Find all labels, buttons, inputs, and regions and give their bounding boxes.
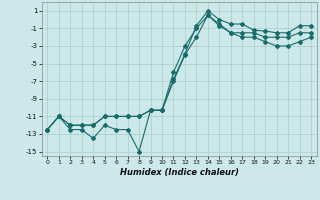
X-axis label: Humidex (Indice chaleur): Humidex (Indice chaleur)	[120, 168, 239, 177]
